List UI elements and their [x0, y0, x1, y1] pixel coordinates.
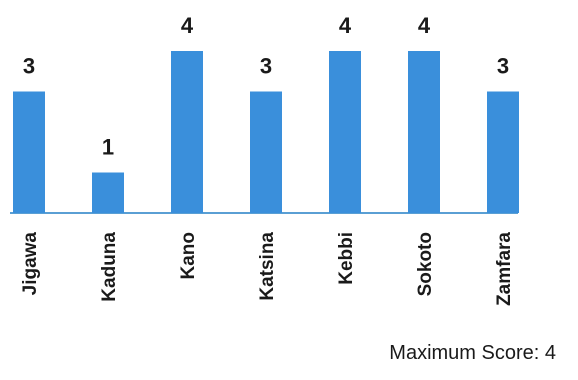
value-label-kano: 4 [181, 13, 194, 38]
bar-kano [171, 51, 203, 213]
bar-jigawa [13, 91, 45, 213]
value-label-jigawa: 3 [23, 54, 35, 79]
bar-kebbi [329, 51, 361, 213]
value-label-zamfara: 3 [497, 54, 509, 79]
bar-katsina [250, 91, 282, 213]
bar-kaduna [92, 172, 124, 213]
category-label-kano: Kano [178, 232, 199, 280]
bar-zamfara [487, 91, 519, 213]
maximum-score-note: Maximum Score: 4 [389, 342, 556, 364]
bar-sokoto [408, 51, 440, 213]
category-label-zamfara: Zamfara [494, 232, 515, 306]
value-label-katsina: 3 [260, 54, 272, 79]
category-label-kebbi: Kebbi [336, 232, 357, 285]
category-label-jigawa: Jigawa [20, 232, 41, 296]
value-label-sokoto: 4 [418, 13, 431, 38]
category-label-katsina: Katsina [257, 232, 278, 301]
value-label-kebbi: 4 [339, 13, 352, 38]
category-label-kaduna: Kaduna [99, 232, 120, 302]
category-label-sokoto: Sokoto [415, 232, 436, 296]
value-label-kaduna: 1 [102, 135, 114, 160]
